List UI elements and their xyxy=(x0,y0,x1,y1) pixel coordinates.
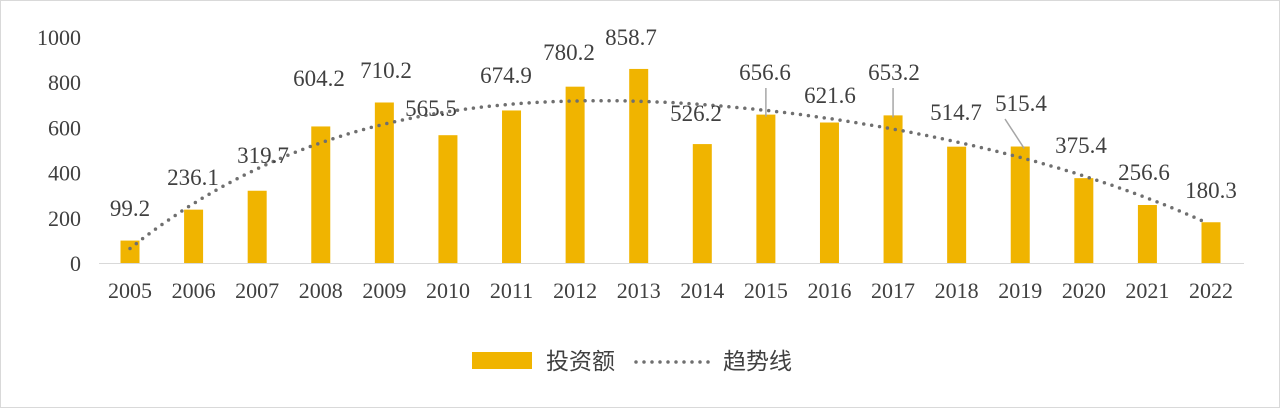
x-tick-label: 2014 xyxy=(680,278,724,303)
x-tick-label: 2007 xyxy=(235,278,279,303)
data-label: 515.4 xyxy=(995,91,1047,116)
x-tick-label: 2012 xyxy=(553,278,597,303)
x-tick-label: 2013 xyxy=(617,278,661,303)
bar-2014 xyxy=(692,144,712,263)
data-label: 565.5 xyxy=(405,96,457,121)
bar-2010 xyxy=(438,135,458,263)
x-tick-label: 2019 xyxy=(998,278,1042,303)
bar-2015 xyxy=(756,114,776,263)
bar-2006 xyxy=(184,209,204,263)
x-tick-label: 2005 xyxy=(108,278,152,303)
data-label: 180.3 xyxy=(1185,178,1237,203)
bar-2013 xyxy=(629,68,649,263)
x-tick-label: 2020 xyxy=(1062,278,1106,303)
data-label: 653.2 xyxy=(868,60,920,85)
bar-2016 xyxy=(819,122,839,263)
x-tick-label: 2018 xyxy=(935,278,979,303)
data-label: 674.9 xyxy=(480,63,532,88)
legend-swatch-investment xyxy=(472,352,532,369)
trendline xyxy=(128,98,1210,251)
data-label: 710.2 xyxy=(360,58,412,83)
x-tick-label: 2017 xyxy=(871,278,915,303)
data-label: 526.2 xyxy=(670,101,722,126)
bar-2018 xyxy=(947,146,967,263)
y-tick-label: 600 xyxy=(48,115,81,140)
bar-2011 xyxy=(502,110,522,264)
bar-2020 xyxy=(1074,178,1094,263)
x-tick-label: 2016 xyxy=(807,278,851,303)
y-tick-label: 1000 xyxy=(37,25,81,50)
bar-2021 xyxy=(1137,205,1157,263)
bar-2007 xyxy=(247,190,267,263)
y-tick-label: 800 xyxy=(48,70,81,95)
bar-2008 xyxy=(311,126,331,263)
legend-label-trendline: 趋势线 xyxy=(723,349,792,374)
bar-2022 xyxy=(1201,222,1221,263)
data-label: 621.6 xyxy=(804,83,856,108)
data-label: 256.6 xyxy=(1118,160,1170,185)
y-tick-label: 200 xyxy=(48,206,81,231)
bar-2009 xyxy=(374,102,394,263)
x-tick-label: 2022 xyxy=(1189,278,1233,303)
x-tick-label: 2006 xyxy=(172,278,216,303)
x-tick-label: 2015 xyxy=(744,278,788,303)
bar-2019 xyxy=(1010,146,1030,263)
x-tick-label: 2008 xyxy=(299,278,343,303)
data-label: 236.1 xyxy=(167,165,219,190)
bar-2012 xyxy=(565,86,585,263)
bar-2017 xyxy=(883,115,903,263)
data-label: 99.2 xyxy=(110,196,150,221)
data-label: 604.2 xyxy=(293,66,345,91)
data-label: 375.4 xyxy=(1055,133,1107,158)
x-tick-label: 2010 xyxy=(426,278,470,303)
y-tick-label: 400 xyxy=(48,161,81,186)
data-label: 319.7 xyxy=(237,143,289,168)
data-label: 780.2 xyxy=(543,40,595,65)
data-label: 858.7 xyxy=(605,25,657,50)
bar-2005 xyxy=(120,240,140,263)
legend-label-investment: 投资额 xyxy=(546,349,615,374)
x-tick-label: 2009 xyxy=(362,278,406,303)
x-tick-label: 2021 xyxy=(1125,278,1169,303)
data-label: 514.7 xyxy=(930,100,982,125)
data-label: 656.6 xyxy=(739,60,791,85)
leader-line xyxy=(1004,118,1025,149)
x-tick-label: 2011 xyxy=(490,278,533,303)
y-tick-label: 0 xyxy=(70,251,81,276)
